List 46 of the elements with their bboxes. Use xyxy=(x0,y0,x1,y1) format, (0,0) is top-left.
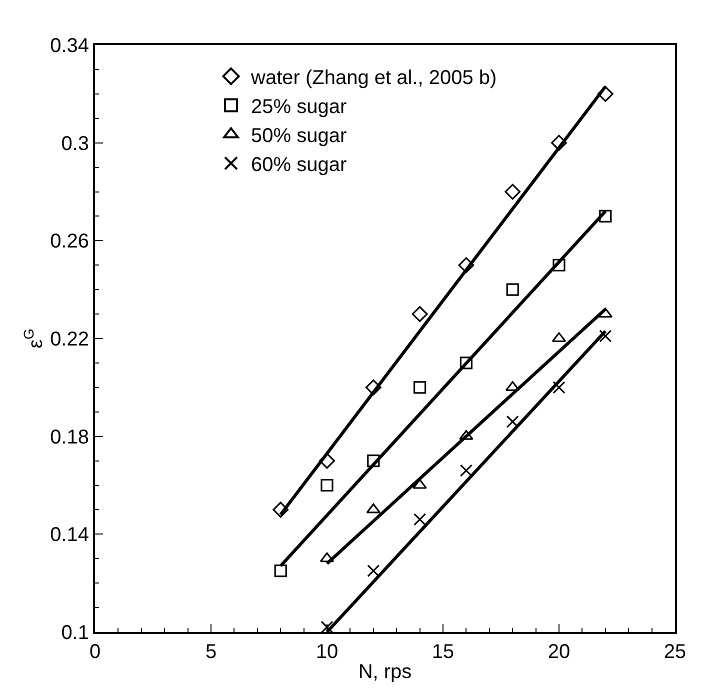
point xyxy=(597,86,614,102)
point xyxy=(274,564,287,578)
y-tick-label: 0.3 xyxy=(61,132,89,155)
x-tick-label: 25 xyxy=(664,641,686,663)
point xyxy=(506,283,519,296)
point xyxy=(367,564,380,578)
point xyxy=(458,257,474,274)
point xyxy=(599,330,612,342)
point xyxy=(460,464,472,477)
point xyxy=(319,452,335,469)
y-tick-label: 0.34 xyxy=(50,35,89,57)
point xyxy=(365,379,382,396)
point xyxy=(412,478,427,489)
point xyxy=(552,258,566,272)
point xyxy=(414,381,426,394)
point xyxy=(598,308,613,318)
x-tick-label: 15 xyxy=(432,641,454,663)
legend-label: 50% sugar xyxy=(251,125,347,148)
point xyxy=(272,502,289,518)
y-tick-label: 0.26 xyxy=(50,230,89,253)
y-tick-label: 0.1 xyxy=(61,622,89,644)
x-tick-label: 5 xyxy=(205,641,217,663)
y-tick-label: 0.14 xyxy=(50,524,89,546)
point xyxy=(551,134,567,151)
point xyxy=(414,513,426,526)
x-axis-title: N, rps xyxy=(358,661,412,683)
legend-label: 25% sugar xyxy=(251,96,347,118)
legend-label: water (Zhang et al., 2005 b) xyxy=(250,67,497,90)
point xyxy=(599,210,612,223)
x-tick-label: 0 xyxy=(89,641,101,663)
point xyxy=(366,503,381,514)
point xyxy=(552,381,566,394)
point xyxy=(552,332,566,342)
x-tick-label: 20 xyxy=(548,641,570,663)
y-tick-label: 0.22 xyxy=(50,328,89,350)
y-tick-label: 0.18 xyxy=(50,426,89,448)
point xyxy=(367,454,380,468)
point xyxy=(460,356,472,370)
point xyxy=(412,306,428,322)
point xyxy=(504,184,521,200)
point xyxy=(320,478,334,492)
point xyxy=(506,415,519,428)
point xyxy=(320,552,334,562)
x-tick-label: 10 xyxy=(316,641,338,663)
point xyxy=(320,620,334,632)
legend-label: 60% sugar xyxy=(251,154,347,176)
